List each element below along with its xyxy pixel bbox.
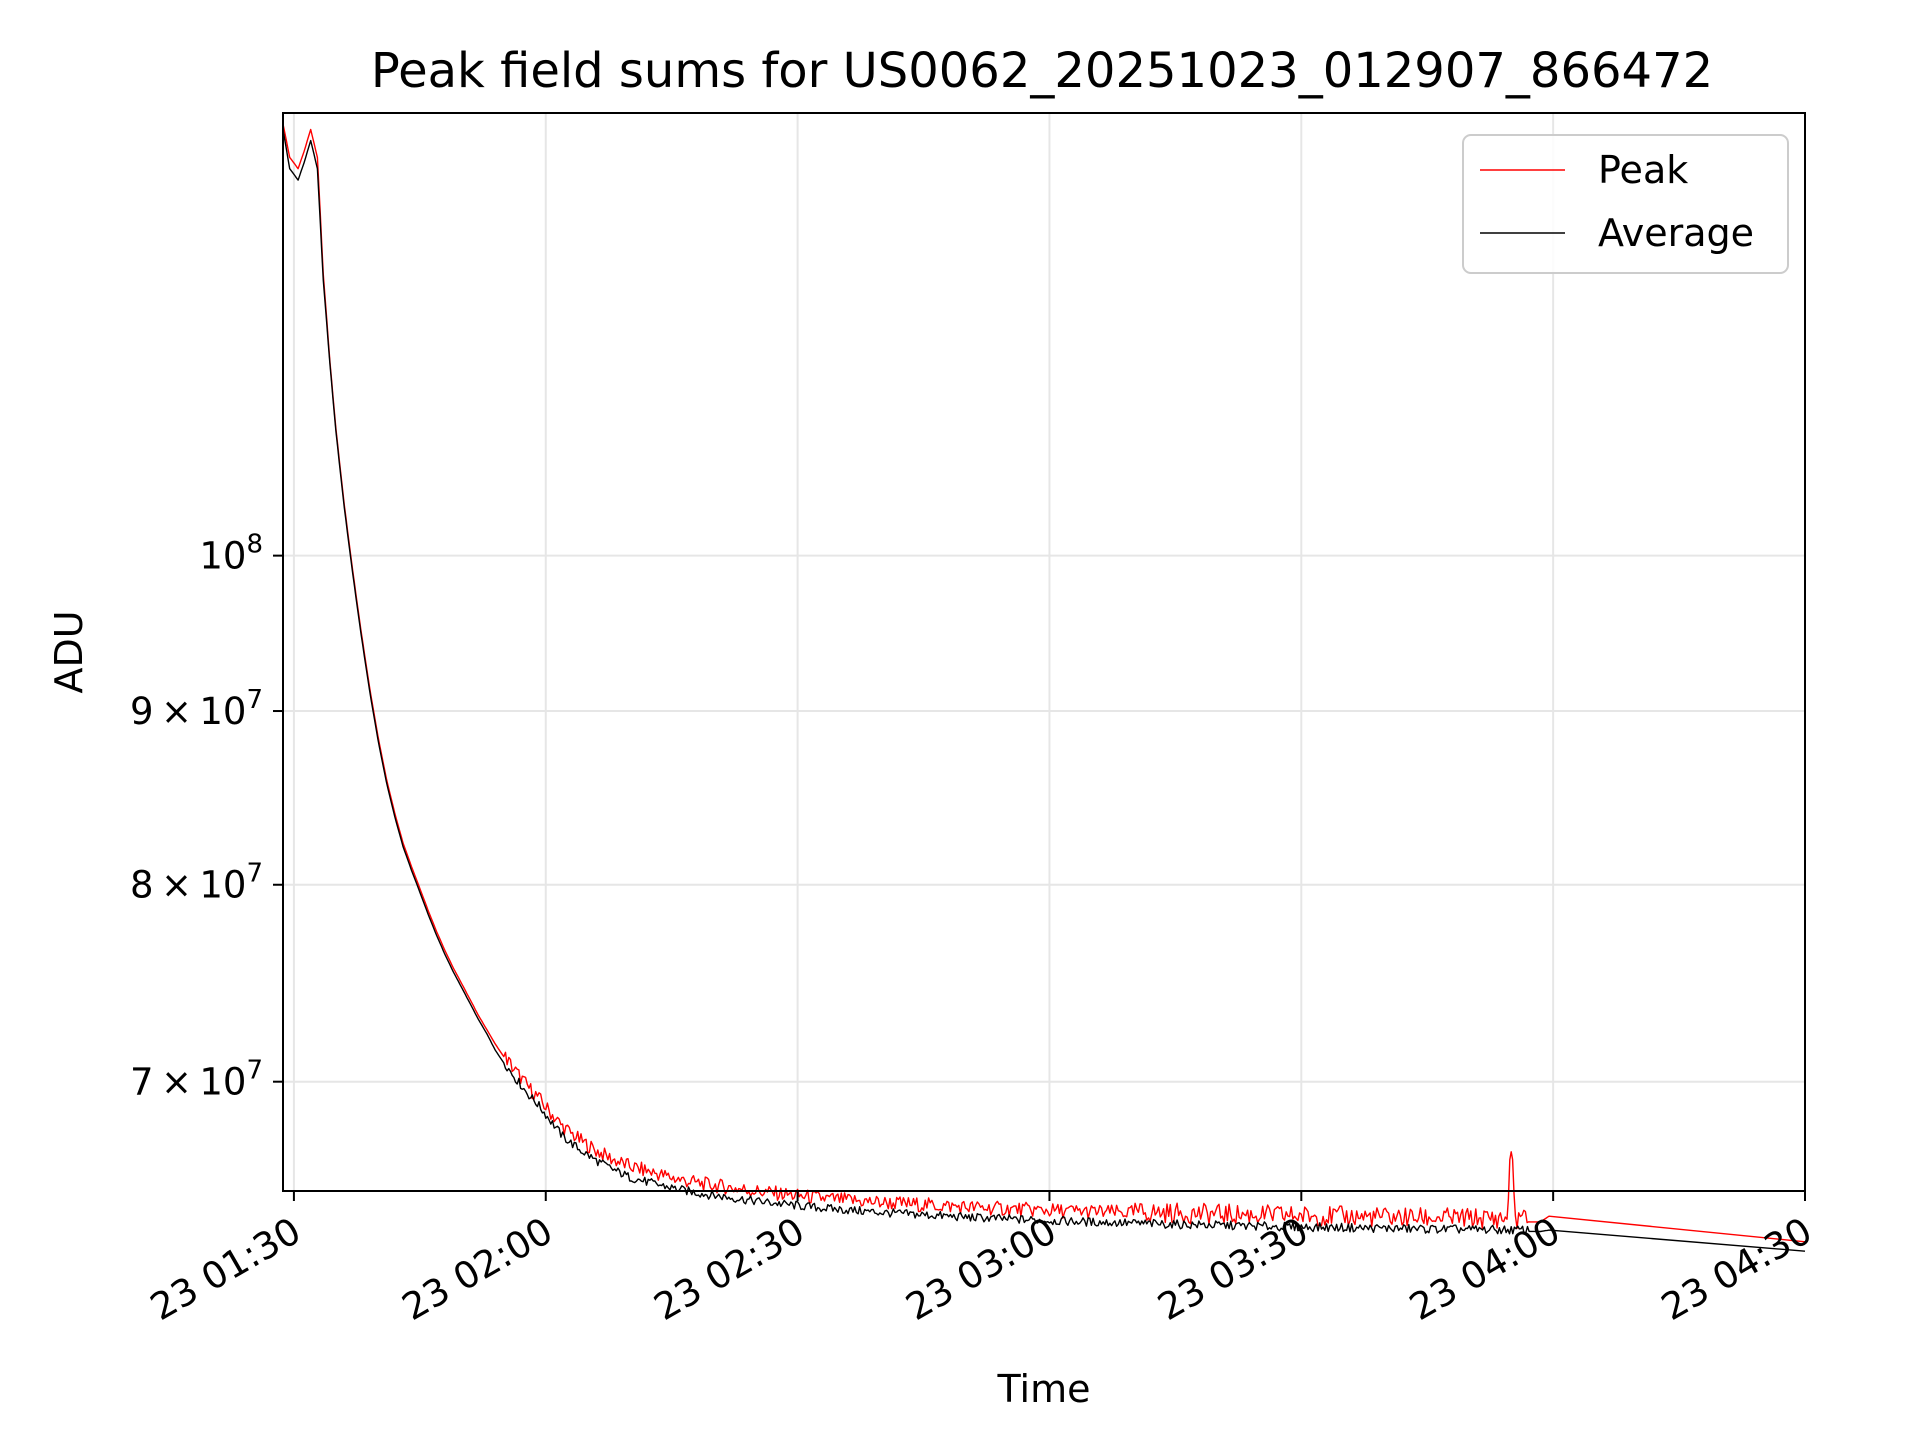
grid xyxy=(283,113,1806,1191)
y-tick-label-3: 108 xyxy=(199,530,263,578)
y-axis: 7 × 107 8 × 107 9 × 107 108 xyxy=(130,530,283,1104)
y-tick-label-0: 7 × 107 xyxy=(130,1056,263,1104)
chart-title: Peak field sums for US0062_20251023_0129… xyxy=(371,43,1713,99)
legend-label-peak: Peak xyxy=(1598,148,1688,192)
y-tick-label-1: 8 × 107 xyxy=(130,859,263,907)
legend: Peak Average xyxy=(1462,134,1789,274)
series-line-average xyxy=(282,129,1806,1252)
plot-frame xyxy=(282,112,1806,1192)
x-axis-label: Time xyxy=(997,1367,1091,1411)
series-line-peak xyxy=(282,123,1806,1243)
series-layer xyxy=(282,123,1806,1252)
y-axis-label: ADU xyxy=(47,610,91,693)
y-tick-label-2: 9 × 107 xyxy=(130,685,263,733)
legend-label-average: Average xyxy=(1598,211,1754,255)
plot-background xyxy=(283,113,1805,1191)
